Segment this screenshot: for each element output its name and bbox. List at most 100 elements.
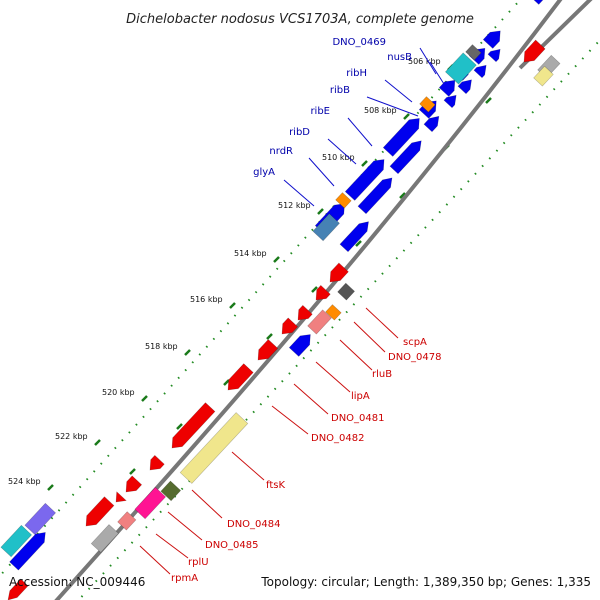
- leader-line: [384, 79, 413, 103]
- forward-gene-block: [423, 115, 440, 133]
- gene-label-lower: rluB: [372, 369, 392, 380]
- forward-gene-block: [443, 94, 457, 109]
- forward-gene-block: [339, 221, 369, 253]
- tick-mark: [485, 97, 492, 104]
- misc-feature-block: [533, 65, 554, 87]
- gene-label-upper: nusB: [387, 52, 412, 63]
- gene-label-lower: DNO_0484: [227, 519, 281, 530]
- gene-label-upper: ribH: [346, 68, 367, 79]
- leader-line: [347, 117, 373, 147]
- tick-label: 508 kbp: [364, 106, 397, 115]
- misc-feature-block: [335, 192, 352, 209]
- forward-gene-block: [357, 177, 393, 215]
- leader-line: [283, 179, 315, 207]
- forward-gene-block: [9, 532, 46, 571]
- forward-gene-block: [487, 48, 501, 63]
- leader-line: [155, 533, 189, 559]
- gene-label-upper: nrdR: [269, 146, 293, 157]
- tick-mark: [176, 423, 183, 430]
- gene-label-lower: DNO_0478: [388, 352, 442, 363]
- tick-mark: [399, 192, 406, 199]
- reverse-gene-block: [315, 284, 331, 301]
- genome-backbone: [54, 0, 563, 600]
- reverse-gene-block: [171, 402, 216, 449]
- gene-features: [0, 0, 561, 600]
- tick-mark: [47, 484, 54, 491]
- tick-marks: 506 kbp 508 kbp 510 kbp 512 kbp 514 kbp 516 k…: [8, 48, 536, 491]
- leader-line: [293, 383, 329, 415]
- forward-gene-block: [457, 79, 472, 95]
- tick-mark: [266, 333, 273, 340]
- gene-label-lower: rplU: [188, 557, 209, 568]
- forward-gene-block: [482, 30, 501, 49]
- reverse-gene-block: [307, 309, 332, 335]
- tick-mark: [229, 302, 236, 309]
- tick-mark: [273, 256, 280, 263]
- leader-line: [327, 138, 357, 165]
- leader-line: [429, 61, 445, 85]
- pseudogene-block: [90, 524, 119, 553]
- leader-line: [271, 405, 309, 435]
- reverse-gene-block: [297, 304, 313, 321]
- reverse-gene-block: [85, 496, 115, 527]
- tick-mark: [403, 113, 410, 120]
- forward-gene-block: [438, 79, 456, 97]
- reverse-gene-block: [134, 486, 167, 520]
- reverse-gene-block: [257, 339, 279, 361]
- reverse-gene-block: [115, 491, 127, 503]
- gene-label-lower: DNO_0481: [331, 413, 385, 424]
- map-title: Dichelobacter nodosus VCS1703A, complete…: [126, 12, 474, 27]
- tick-mark: [317, 208, 324, 215]
- topology-text: Topology: circular; Length: 1,389,350 bp…: [260, 575, 591, 589]
- misc-feature-block: [325, 304, 342, 321]
- cds-block: [24, 502, 57, 536]
- cds-block: [444, 52, 477, 85]
- gene-label-lower: ftsK: [266, 480, 285, 491]
- reverse-gene-block: [281, 317, 299, 335]
- tick-label: 518 kbp: [145, 342, 178, 351]
- accession-text: Accession: NC_009446: [9, 575, 145, 589]
- tick-label: 510 kbp: [322, 153, 355, 162]
- misc-feature-block: [160, 480, 182, 502]
- leader-line: [366, 96, 419, 117]
- lower-guide-line: [77, 39, 600, 600]
- reverse-gene-block: [7, 578, 29, 600]
- gene-label-upper: glyA: [253, 167, 275, 178]
- forward-gene-block: [288, 334, 311, 357]
- tick-label: 524 kbp: [8, 477, 41, 486]
- tick-mark: [223, 379, 230, 386]
- tick-mark: [311, 286, 318, 293]
- ftsk-highlight-block: [179, 412, 249, 484]
- leader-line: [339, 339, 373, 371]
- gene-label-upper: ribE: [310, 106, 330, 117]
- gene-label-lower: DNO_0485: [205, 540, 259, 551]
- tick-label: 514 kbp: [234, 249, 267, 258]
- leader-line: [191, 489, 223, 519]
- forward-gene-block: [344, 159, 385, 201]
- leader-line: [419, 47, 437, 75]
- forward-gene-block: [473, 64, 487, 79]
- leader-line: [315, 361, 351, 393]
- tick-label: 506 kbp: [408, 57, 441, 66]
- leader-line: [308, 157, 335, 187]
- tick-mark: [361, 160, 368, 167]
- rrna-block: [312, 213, 340, 242]
- pseudogene-block: [465, 44, 482, 61]
- cds-block: [0, 524, 33, 558]
- misc-feature-block: [419, 96, 436, 113]
- reverse-gene-block: [523, 39, 546, 63]
- reverse-gene-block: [117, 511, 137, 531]
- tick-mark: [129, 468, 136, 475]
- gene-label-lower: DNO_0482: [311, 433, 365, 444]
- gene-label-upper: ribD: [289, 127, 310, 138]
- leader-line: [365, 307, 399, 339]
- reverse-gene-block: [149, 454, 165, 471]
- gene-label-lower: lipA: [351, 391, 370, 402]
- tick-label: 520 kbp: [102, 388, 135, 397]
- tick-label: 522 kbp: [55, 432, 88, 441]
- tick-mark: [355, 240, 362, 247]
- reverse-gene-block: [125, 475, 143, 493]
- tick-mark: [141, 395, 148, 402]
